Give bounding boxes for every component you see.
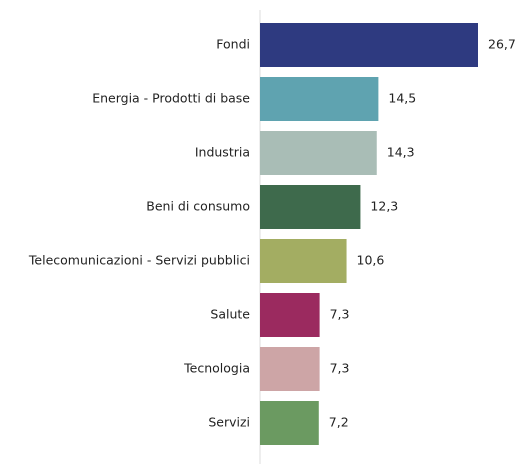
category-label: Industria <box>195 145 250 160</box>
bar <box>260 293 320 337</box>
bar <box>260 401 319 445</box>
bar <box>260 131 377 175</box>
category-label: Beni di consumo <box>146 199 250 214</box>
category-label: Tecnologia <box>183 361 250 376</box>
value-label: 14,3 <box>387 145 415 160</box>
bar <box>260 239 347 283</box>
category-label: Salute <box>210 307 250 322</box>
value-label: 7,3 <box>330 307 350 322</box>
category-label: Servizi <box>208 415 250 430</box>
bar <box>260 77 379 121</box>
bar <box>260 185 361 229</box>
value-label: 10,6 <box>357 253 385 268</box>
value-label: 7,2 <box>329 415 349 430</box>
bar <box>260 23 478 67</box>
value-label: 14,5 <box>388 91 416 106</box>
bar <box>260 347 320 391</box>
value-label: 12,3 <box>370 199 398 214</box>
value-label: 7,3 <box>330 361 350 376</box>
category-label: Fondi <box>216 37 250 52</box>
category-label: Energia - Prodotti di base <box>92 91 250 106</box>
category-label: Telecomunicazioni - Servizi pubblici <box>28 253 250 268</box>
value-label: 26,7 <box>488 37 516 52</box>
